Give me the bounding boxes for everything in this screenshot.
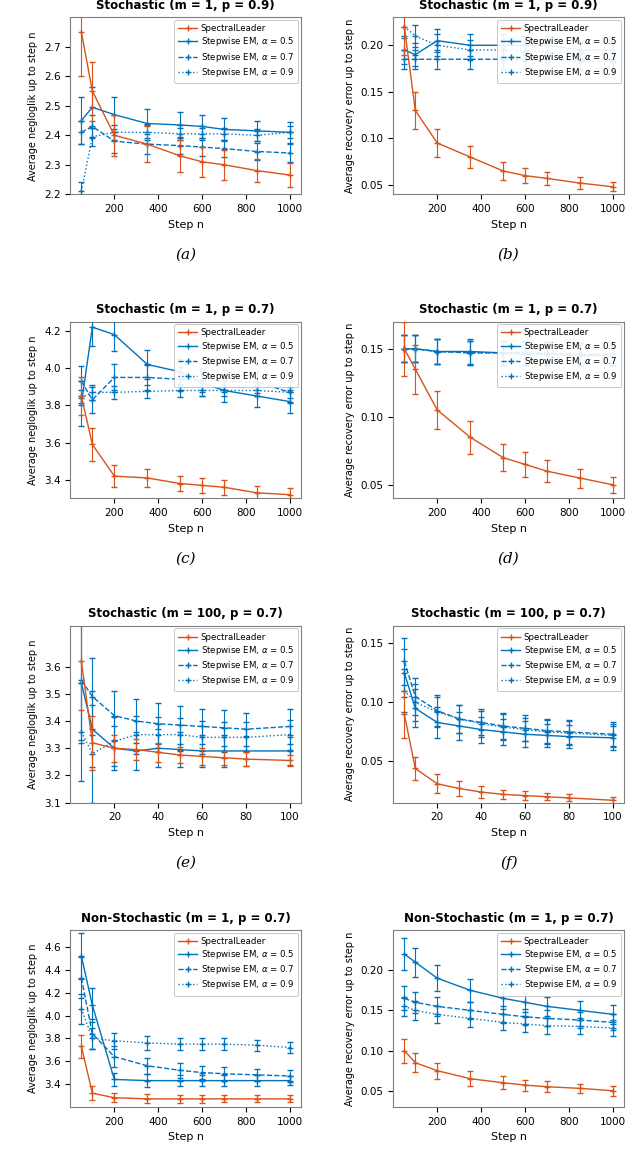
X-axis label: Step n: Step n [491,219,527,229]
Y-axis label: Average negloglik up to step n: Average negloglik up to step n [29,31,38,181]
Legend: SpectralLeader, Stepwise EM, $\alpha$ = 0.5, Stepwise EM, $\alpha$ = 0.7, Stepwi: SpectralLeader, Stepwise EM, $\alpha$ = … [497,20,621,83]
Y-axis label: Average recovery error up to step n: Average recovery error up to step n [345,19,355,194]
Title: Non-Stochastic (m = 1, p = 0.7): Non-Stochastic (m = 1, p = 0.7) [404,912,614,925]
Text: (a): (a) [175,247,196,261]
X-axis label: Step n: Step n [168,1132,204,1142]
Y-axis label: Average negloglik up to step n: Average negloglik up to step n [29,943,38,1093]
Y-axis label: Average recovery error up to step n: Average recovery error up to step n [345,931,355,1106]
X-axis label: Step n: Step n [491,1132,527,1142]
X-axis label: Step n: Step n [168,828,204,838]
Title: Stochastic (m = 100, p = 0.7): Stochastic (m = 100, p = 0.7) [88,607,283,620]
Text: (e): (e) [175,855,196,869]
Title: Stochastic (m = 1, p = 0.9): Stochastic (m = 1, p = 0.9) [419,0,598,12]
X-axis label: Step n: Step n [168,524,204,534]
X-axis label: Step n: Step n [491,828,527,838]
Y-axis label: Average recovery error up to step n: Average recovery error up to step n [345,323,355,497]
Legend: SpectralLeader, Stepwise EM, $\alpha$ = 0.5, Stepwise EM, $\alpha$ = 0.7, Stepwi: SpectralLeader, Stepwise EM, $\alpha$ = … [497,628,621,692]
Text: (c): (c) [175,552,196,566]
X-axis label: Step n: Step n [168,219,204,229]
Text: (b): (b) [498,247,520,261]
Legend: SpectralLeader, Stepwise EM, $\alpha$ = 0.5, Stepwise EM, $\alpha$ = 0.7, Stepwi: SpectralLeader, Stepwise EM, $\alpha$ = … [174,628,298,692]
Text: (f): (f) [500,855,518,870]
Y-axis label: Average recovery error up to step n: Average recovery error up to step n [345,627,355,801]
Legend: SpectralLeader, Stepwise EM, $\alpha$ = 0.5, Stepwise EM, $\alpha$ = 0.7, Stepwi: SpectralLeader, Stepwise EM, $\alpha$ = … [174,933,298,996]
Title: Stochastic (m = 1, p = 0.7): Stochastic (m = 1, p = 0.7) [419,304,598,316]
Legend: SpectralLeader, Stepwise EM, $\alpha$ = 0.5, Stepwise EM, $\alpha$ = 0.7, Stepwi: SpectralLeader, Stepwise EM, $\alpha$ = … [174,20,298,83]
Legend: SpectralLeader, Stepwise EM, $\alpha$ = 0.5, Stepwise EM, $\alpha$ = 0.7, Stepwi: SpectralLeader, Stepwise EM, $\alpha$ = … [174,325,298,387]
Text: (d): (d) [498,552,520,566]
Title: Non-Stochastic (m = 1, p = 0.7): Non-Stochastic (m = 1, p = 0.7) [81,912,291,925]
Legend: SpectralLeader, Stepwise EM, $\alpha$ = 0.5, Stepwise EM, $\alpha$ = 0.7, Stepwi: SpectralLeader, Stepwise EM, $\alpha$ = … [497,933,621,996]
Legend: SpectralLeader, Stepwise EM, $\alpha$ = 0.5, Stepwise EM, $\alpha$ = 0.7, Stepwi: SpectralLeader, Stepwise EM, $\alpha$ = … [497,325,621,387]
Title: Stochastic (m = 100, p = 0.7): Stochastic (m = 100, p = 0.7) [412,607,606,620]
X-axis label: Step n: Step n [491,524,527,534]
Y-axis label: Average negloglik up to step n: Average negloglik up to step n [29,335,38,484]
Title: Stochastic (m = 1, p = 0.9): Stochastic (m = 1, p = 0.9) [97,0,275,12]
Y-axis label: Average negloglik up to step n: Average negloglik up to step n [29,640,38,789]
Title: Stochastic (m = 1, p = 0.7): Stochastic (m = 1, p = 0.7) [97,304,275,316]
